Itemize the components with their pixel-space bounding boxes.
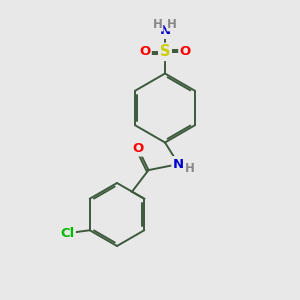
Text: Cl: Cl [60, 227, 74, 240]
Text: O: O [139, 45, 150, 58]
Text: N: N [159, 24, 171, 38]
Text: H: H [185, 162, 195, 175]
Text: N: N [173, 158, 184, 171]
Text: S: S [160, 44, 170, 59]
Text: H: H [167, 18, 177, 31]
Text: H: H [153, 18, 163, 31]
Text: O: O [132, 142, 144, 155]
Text: O: O [180, 45, 191, 58]
